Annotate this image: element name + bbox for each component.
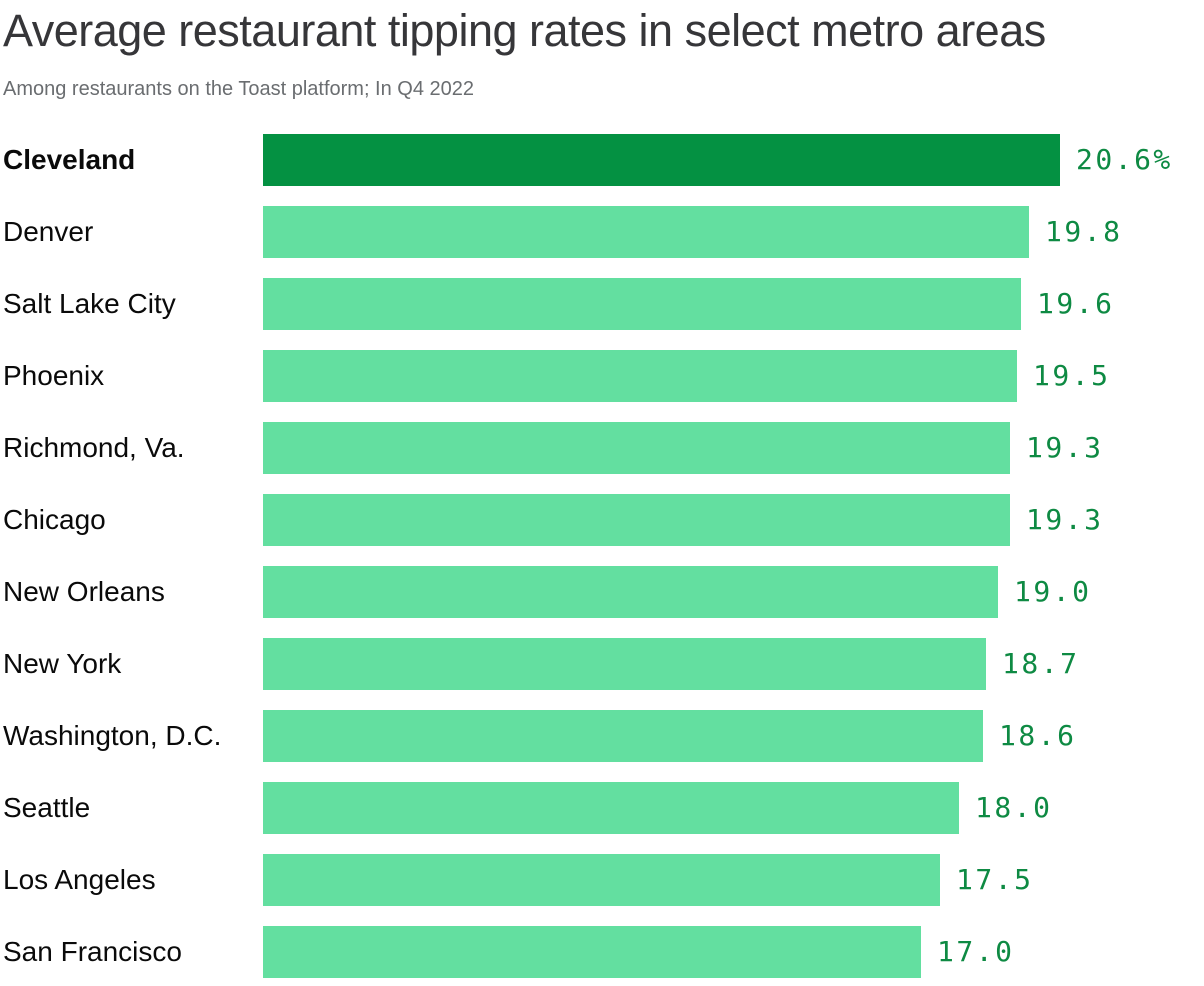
bar-row: Seattle 18.0 <box>0 781 1204 834</box>
bar-label: Washington, D.C. <box>3 719 222 751</box>
bar-row: Chicago 19.3 <box>0 493 1204 546</box>
bar <box>263 925 921 978</box>
bar <box>263 637 986 690</box>
bar-value: 18.7 <box>1002 647 1080 680</box>
bar-value: 19.3 <box>1026 431 1104 464</box>
bar-value: 19.6 <box>1037 287 1115 320</box>
bar-label: Phoenix <box>3 359 105 391</box>
bar-label: Cleveland <box>3 143 136 175</box>
bar-row: New Orleans 19.0 <box>0 565 1204 618</box>
bar-value: 17.5 <box>956 863 1034 896</box>
bar-label: New York <box>3 647 122 679</box>
bar-value: 19.0 <box>1014 575 1092 608</box>
bar <box>263 205 1029 258</box>
bar-row: Washington, D.C. 18.6 <box>0 709 1204 762</box>
bar <box>263 565 998 618</box>
bar <box>263 349 1017 402</box>
bar-value: 18.6 <box>999 719 1077 752</box>
bar-chart: Cleveland 20.6% Denver 19.8 Salt Lake City 19… <box>0 133 1204 978</box>
bar-row: Phoenix 19.5 <box>0 349 1204 402</box>
bar-row: Denver 19.8 <box>0 205 1204 258</box>
chart-header: Average restaurant tipping rates in sele… <box>0 0 1204 101</box>
bar-label: Los Angeles <box>3 863 156 895</box>
bar <box>263 853 940 906</box>
bar <box>263 277 1021 330</box>
bar <box>263 493 1010 546</box>
bar-value: 19.3 <box>1026 503 1104 536</box>
bar-value: 20.6% <box>1076 143 1173 176</box>
bar-row: Salt Lake City 19.6 <box>0 277 1204 330</box>
bar-label: Salt Lake City <box>3 287 176 319</box>
bar <box>263 709 983 762</box>
bar-row: San Francisco 17.0 <box>0 925 1204 978</box>
bar-label: Chicago <box>3 503 106 535</box>
bar-row: Cleveland 20.6% <box>0 133 1204 186</box>
bar-value: 19.8 <box>1045 215 1123 248</box>
bar-label: San Francisco <box>3 935 182 967</box>
bar-label: New Orleans <box>3 575 165 607</box>
bar <box>263 781 959 834</box>
bar-value: 18.0 <box>975 791 1053 824</box>
bar-label: Richmond, Va. <box>3 431 185 463</box>
chart-subtitle: Among restaurants on the Toast platform;… <box>3 77 475 100</box>
bar-label: Denver <box>3 215 94 247</box>
bar <box>263 421 1010 474</box>
bar-label: Seattle <box>3 791 91 823</box>
bar <box>263 133 1060 186</box>
bar-row: Los Angeles 17.5 <box>0 853 1204 906</box>
bar-row: Richmond, Va. 19.3 <box>0 421 1204 474</box>
bar-value: 19.5 <box>1033 359 1111 392</box>
bar-row: New York 18.7 <box>0 637 1204 690</box>
bar-value: 17.0 <box>937 935 1015 968</box>
chart-title: Average restaurant tipping rates in sele… <box>3 5 1046 56</box>
